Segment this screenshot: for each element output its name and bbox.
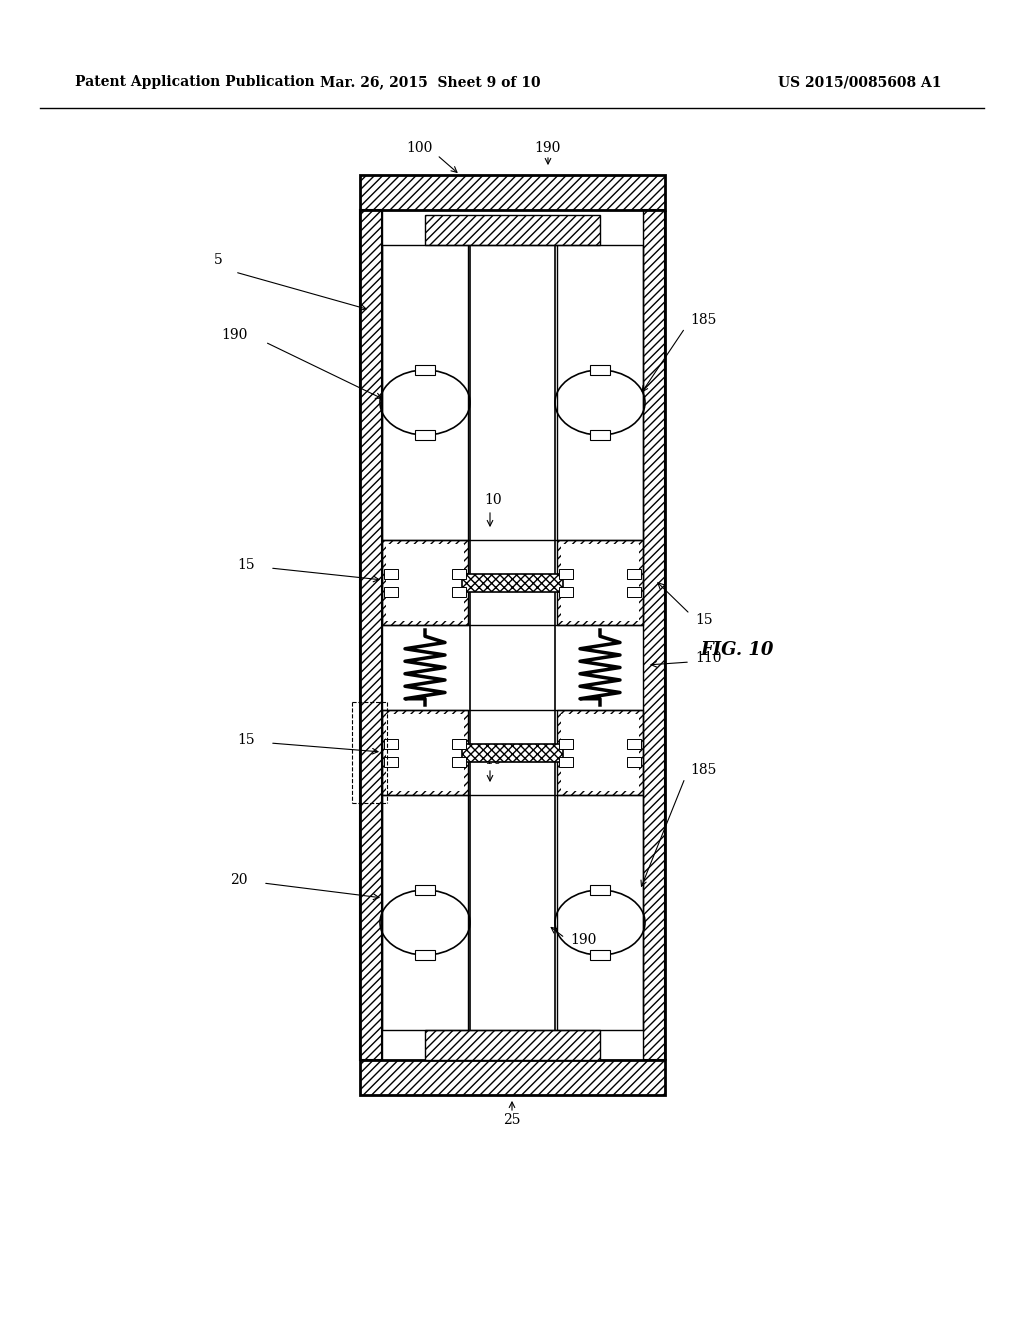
Bar	[415, 430, 435, 440]
Text: FIG. 10: FIG. 10	[700, 642, 773, 659]
Text: 5: 5	[214, 253, 222, 267]
Bar	[462, 573, 563, 591]
Text: Patent Application Publication: Patent Application Publication	[75, 75, 314, 88]
Text: 185: 185	[690, 763, 717, 777]
Bar	[559, 569, 573, 578]
Text: 20: 20	[230, 873, 248, 887]
Bar	[557, 540, 643, 624]
Bar	[559, 586, 573, 597]
Bar	[452, 586, 466, 597]
Bar	[643, 210, 665, 1060]
Bar	[386, 714, 464, 791]
Bar	[360, 1060, 665, 1096]
Bar	[452, 738, 466, 748]
Bar	[382, 540, 468, 624]
Bar	[590, 950, 610, 960]
Text: 10: 10	[484, 492, 502, 507]
Text: 190: 190	[535, 141, 561, 154]
Bar	[415, 950, 435, 960]
Text: 190: 190	[221, 327, 248, 342]
Bar	[627, 756, 641, 767]
Bar	[425, 215, 600, 246]
Bar	[384, 738, 398, 748]
Bar	[559, 738, 573, 748]
Bar	[425, 1030, 600, 1060]
Bar	[360, 210, 382, 1060]
Bar	[561, 544, 639, 620]
Bar	[627, 569, 641, 578]
Bar	[590, 430, 610, 440]
Bar	[627, 738, 641, 748]
Text: 15: 15	[695, 612, 713, 627]
Text: US 2015/0085608 A1: US 2015/0085608 A1	[778, 75, 942, 88]
Bar	[627, 586, 641, 597]
Text: 190: 190	[570, 933, 596, 946]
Bar	[561, 714, 639, 791]
Text: 25: 25	[503, 1113, 521, 1127]
Bar	[382, 710, 468, 795]
Bar	[382, 210, 643, 1060]
Bar	[590, 884, 610, 895]
Bar	[452, 756, 466, 767]
Bar	[462, 743, 563, 762]
Bar	[590, 366, 610, 375]
Bar	[384, 756, 398, 767]
Bar	[452, 569, 466, 578]
Bar	[384, 586, 398, 597]
Text: 15: 15	[238, 558, 255, 572]
Bar	[386, 544, 464, 620]
Text: 110: 110	[695, 651, 722, 665]
Text: 100: 100	[407, 141, 433, 154]
Bar	[415, 366, 435, 375]
Bar	[557, 710, 643, 795]
Bar	[559, 756, 573, 767]
Text: Mar. 26, 2015  Sheet 9 of 10: Mar. 26, 2015 Sheet 9 of 10	[319, 75, 541, 88]
Bar	[384, 569, 398, 578]
Bar	[360, 176, 665, 210]
Bar	[415, 884, 435, 895]
Text: 15: 15	[238, 733, 255, 747]
Text: 185: 185	[690, 313, 717, 327]
Text: 10: 10	[484, 752, 502, 767]
